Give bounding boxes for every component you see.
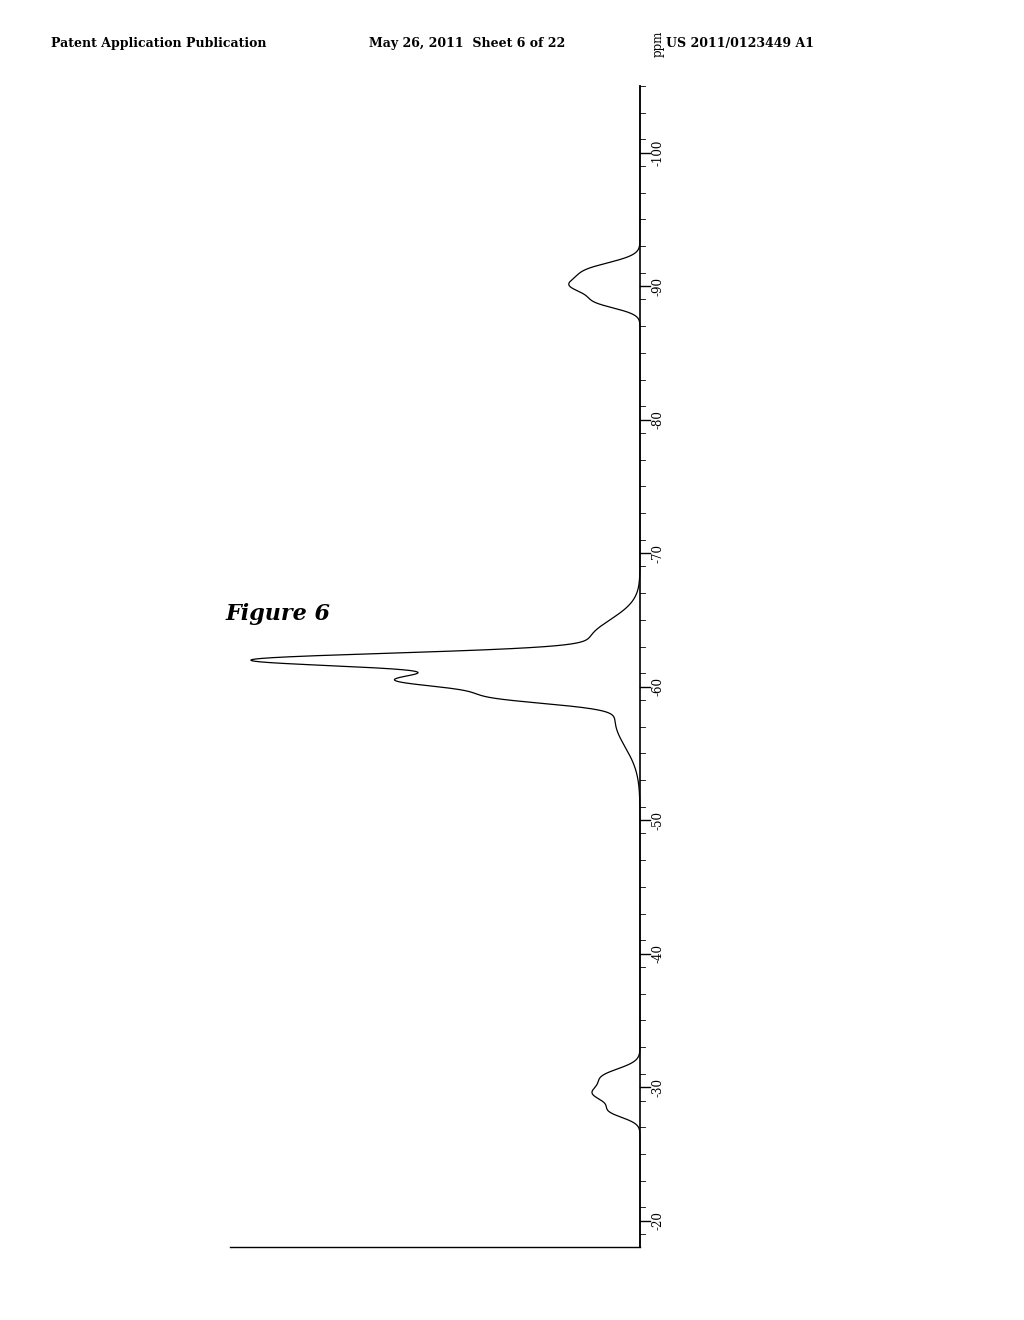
- Text: May 26, 2011  Sheet 6 of 22: May 26, 2011 Sheet 6 of 22: [369, 37, 565, 50]
- Text: Figure 6: Figure 6: [225, 603, 331, 624]
- Text: -70: -70: [652, 544, 665, 562]
- Text: -100: -100: [652, 140, 665, 166]
- Text: -40: -40: [652, 944, 665, 964]
- Text: ppm: ppm: [652, 30, 665, 57]
- Text: Patent Application Publication: Patent Application Publication: [51, 37, 266, 50]
- Text: -60: -60: [652, 677, 665, 696]
- Text: -50: -50: [652, 810, 665, 830]
- Text: -20: -20: [652, 1212, 665, 1230]
- Text: -90: -90: [652, 277, 665, 296]
- Text: -30: -30: [652, 1077, 665, 1097]
- Text: -80: -80: [652, 411, 665, 429]
- Text: US 2011/0123449 A1: US 2011/0123449 A1: [666, 37, 814, 50]
